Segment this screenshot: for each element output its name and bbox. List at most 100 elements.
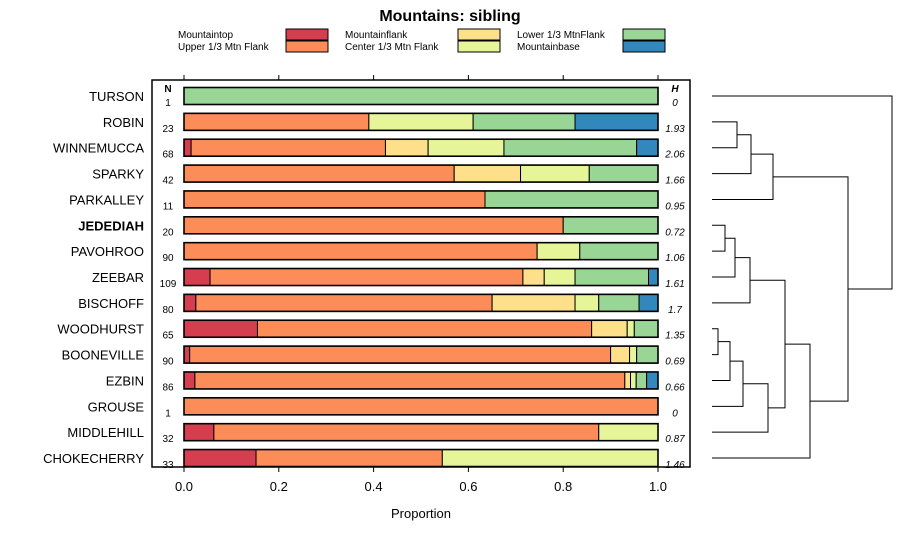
h-value-turson: 0 <box>672 98 678 109</box>
row-label-woodhurst: WOODHURST <box>57 322 144 337</box>
n-value-middlehill: 32 <box>162 434 174 445</box>
bar-outline-sparky <box>183 164 659 183</box>
h-value-chokecherry: 1.46 <box>665 460 685 471</box>
bar-segment-sparky-3 <box>520 164 590 183</box>
n-value-winnemucca: 68 <box>162 150 174 161</box>
tick-label-4: 0.8 <box>554 479 572 494</box>
row-zeebar: ZEEBAR 109 1.61 <box>92 267 685 290</box>
row-booneville: BOONEVILLE 90 0.69 <box>62 345 685 368</box>
n-value-sparky: 42 <box>162 176 174 187</box>
row-label-parkalley: PARKALLEY <box>69 192 144 207</box>
bar-outline-bischoff <box>183 293 659 313</box>
bar-segment-woodhurst-3 <box>626 319 635 338</box>
n-value-chokecherry: 33 <box>162 460 174 471</box>
dendrogram-branch <box>712 95 893 290</box>
dendrogram-branch <box>712 360 744 407</box>
n-value-parkalley: 11 <box>163 201 174 212</box>
row-turson: TURSON 1 0 <box>89 86 678 109</box>
bar-segment-zeebar-5 <box>648 268 659 287</box>
n-value-jedediah: 20 <box>162 227 174 238</box>
h-value-zeebar: 1.61 <box>665 279 684 290</box>
row-label-jedediah: JEDEDIAH <box>78 218 144 233</box>
legend-label-center-1-3-mtn-flank: Center 1/3 Mtn Flank <box>345 42 439 53</box>
legend-label-upper-1-3-mtn-flank: Upper 1/3 Mtn Flank <box>178 42 270 53</box>
legend-swatch-mountainbase <box>622 40 666 53</box>
row-label-chokecherry: CHOKECHERRY <box>43 451 144 466</box>
row-label-ezbin: EZBIN <box>106 373 144 388</box>
bar-segment-parkalley-1 <box>183 190 486 209</box>
bar-segment-winnemucca-5 <box>636 138 659 157</box>
bar-segment-booneville-0 <box>183 345 191 364</box>
bar-segment-turson-4 <box>183 87 659 105</box>
bar-segment-winnemucca-4 <box>503 138 638 157</box>
row-jedediah: JEDEDIAH 20 0.72 <box>78 216 685 238</box>
bar-segment-bischoff-0 <box>183 293 197 312</box>
bar-outline-middlehill <box>183 422 659 442</box>
n-value-booneville: 90 <box>162 357 174 368</box>
bar-outline-ezbin <box>183 371 659 390</box>
dendrogram-branch <box>712 343 811 459</box>
row-label-pavohroo: PAVOHROO <box>71 244 144 259</box>
legend-swatch-mountainflank <box>457 28 501 41</box>
n-value-grouse: 1 <box>165 408 171 419</box>
bar-segment-bischoff-1 <box>195 293 493 312</box>
bar-segment-ezbin-0 <box>183 371 196 390</box>
x-axis: 0.0 0.2 0.4 0.6 0.8 1.0 <box>175 75 667 494</box>
tick-label-3: 0.6 <box>459 479 477 494</box>
bar-outline-parkalley <box>183 190 659 209</box>
bar-segment-booneville-2 <box>610 345 631 364</box>
bar-outline-jedediah <box>183 216 659 235</box>
bar-segment-zeebar-1 <box>209 268 524 287</box>
bar-segment-robin-1 <box>183 112 370 131</box>
row-grouse: GROUSE 1 0 <box>88 397 678 419</box>
row-sparky: SPARKY 42 1.66 <box>92 164 685 187</box>
row-woodhurst: WOODHURST 65 1.35 <box>57 319 685 342</box>
bar-segment-middlehill-3 <box>598 423 659 442</box>
legend-label-mountainflank: Mountainflank <box>345 30 408 41</box>
bar-segment-ezbin-4 <box>635 371 648 390</box>
row-label-booneville: BOONEVILLE <box>62 348 145 363</box>
row-label-bischoff: BISCHOFF <box>78 296 144 311</box>
bar-segment-winnemucca-3 <box>427 138 505 157</box>
x-axis-label: Proportion <box>391 506 451 521</box>
bar-segment-chokecherry-3 <box>441 449 659 468</box>
bar-segment-bischoff-5 <box>638 293 659 312</box>
tick-label-5: 1.0 <box>649 479 667 494</box>
row-label-robin: ROBIN <box>103 115 144 130</box>
bar-segment-parkalley-4 <box>484 190 659 209</box>
bar-segment-booneville-4 <box>636 345 659 364</box>
bar-segment-ezbin-3 <box>630 371 637 390</box>
bar-outline-pavohroo <box>183 241 659 261</box>
dendrogram-branch <box>712 224 726 252</box>
bar-segment-jedediah-1 <box>183 216 564 235</box>
legend-swatch-mountaintop <box>285 28 329 41</box>
bar-segment-chokecherry-1 <box>255 449 443 468</box>
dendrogram-branch <box>712 383 769 433</box>
tick-label-1: 0.2 <box>270 479 288 494</box>
bar-segment-bischoff-2 <box>491 293 576 312</box>
bar-segment-woodhurst-1 <box>256 319 593 338</box>
h-value-ezbin: 0.66 <box>665 382 685 393</box>
tick-label-2: 0.4 <box>365 479 383 494</box>
n-value-pavohroo: 90 <box>162 253 174 264</box>
dendrogram <box>712 95 893 459</box>
n-value-woodhurst: 65 <box>162 331 174 342</box>
row-chokecherry: CHOKECHERRY 33 1.46 <box>43 448 685 471</box>
bar-segment-sparky-1 <box>183 164 455 183</box>
row-middlehill: MIDDLEHILL 32 0.87 <box>67 422 685 445</box>
row-ezbin: EZBIN 86 0.66 <box>106 371 685 393</box>
bar-segment-sparky-4 <box>588 164 659 183</box>
dendrogram-branch <box>712 153 774 200</box>
bar-segment-middlehill-1 <box>213 423 600 442</box>
bar-outline-robin <box>183 112 659 132</box>
bar-segment-bischoff-3 <box>574 293 600 312</box>
bar-segment-woodhurst-4 <box>633 319 659 338</box>
n-value-ezbin: 86 <box>162 382 174 393</box>
row-label-middlehill: MIDDLEHILL <box>67 425 144 440</box>
bar-segment-chokecherry-0 <box>183 449 257 468</box>
bar-outline-zeebar <box>183 267 659 287</box>
h-value-booneville: 0.69 <box>665 357 685 368</box>
bar-segment-sparky-2 <box>453 164 522 183</box>
h-value-sparky: 1.66 <box>665 176 685 187</box>
